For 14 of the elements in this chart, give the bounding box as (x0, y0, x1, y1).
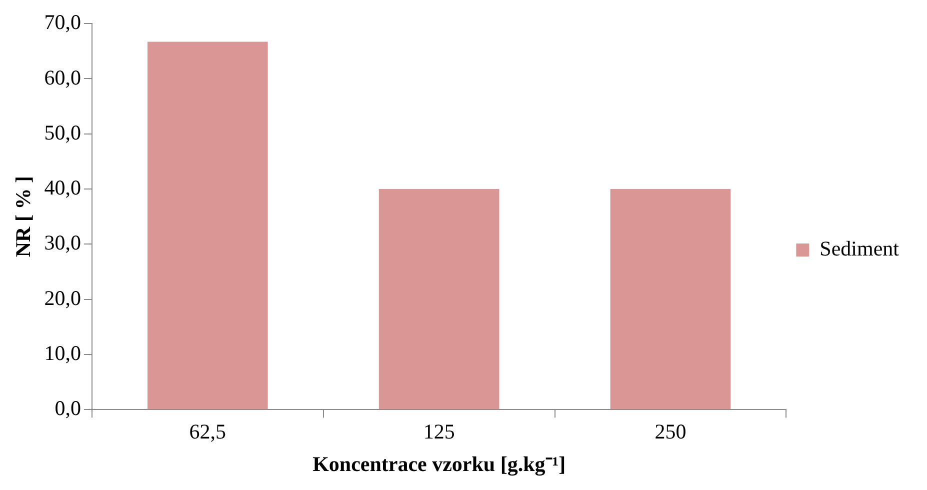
y-tick-label: 60,0 (44, 65, 81, 90)
y-tick-label: 40,0 (44, 176, 81, 200)
y-tick-label: 0,0 (54, 396, 81, 420)
x-axis-title: Koncentrace vzorku [g.kg⁻¹] (312, 452, 566, 476)
y-tick-label: 10,0 (44, 340, 81, 365)
x-tick-label: 250 (654, 420, 686, 444)
x-tick-label: 62,5 (189, 420, 226, 444)
y-tick-label: 30,0 (44, 230, 81, 255)
y-tick-label: 70,0 (44, 10, 81, 34)
y-axis-title: NR [ % ] (11, 176, 36, 258)
y-tick-label: 50,0 (44, 120, 81, 144)
y-tick-label: 20,0 (44, 286, 81, 310)
x-tick-label: 125 (423, 420, 455, 444)
legend-label: Sediment (820, 236, 900, 261)
